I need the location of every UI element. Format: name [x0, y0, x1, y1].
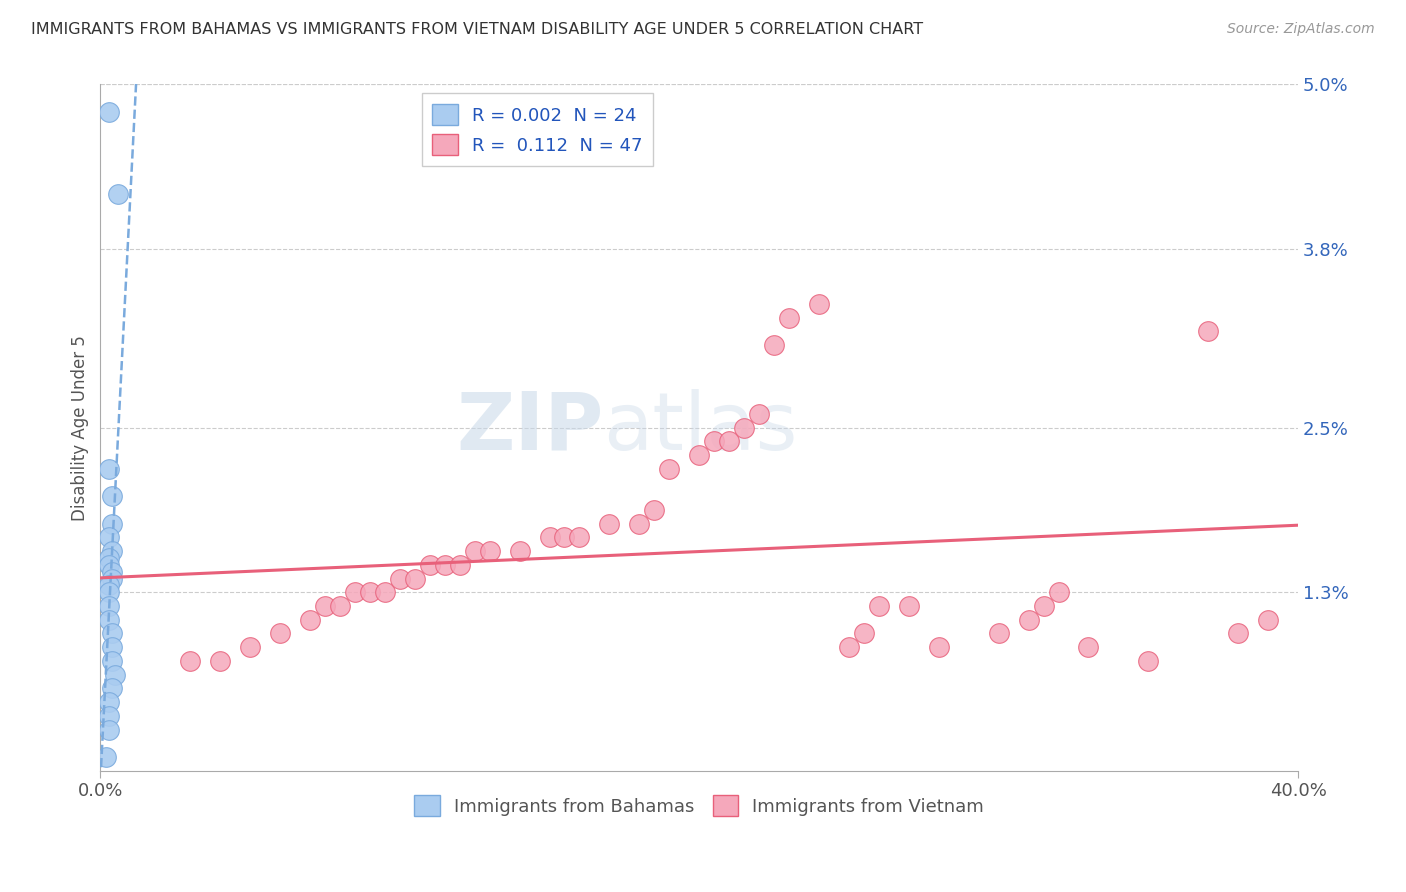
Point	[101, 626, 124, 640]
Point	[404, 572, 426, 586]
Point	[101, 565, 124, 579]
Point	[733, 420, 755, 434]
Point	[98, 551, 121, 566]
Point	[553, 530, 575, 544]
Point	[928, 640, 950, 655]
Point	[388, 572, 411, 586]
Point	[1077, 640, 1099, 655]
Point	[343, 585, 366, 599]
Point	[239, 640, 262, 655]
Point	[101, 516, 124, 531]
Point	[269, 626, 291, 640]
Point	[98, 613, 121, 627]
Y-axis label: Disability Age Under 5: Disability Age Under 5	[72, 334, 89, 521]
Point	[96, 750, 118, 764]
Point	[101, 654, 124, 668]
Point	[359, 585, 381, 599]
Point	[98, 599, 121, 613]
Point	[98, 578, 121, 592]
Point	[598, 516, 620, 531]
Point	[628, 516, 651, 531]
Point	[298, 613, 321, 627]
Point	[703, 434, 725, 449]
Point	[1227, 626, 1250, 640]
Point	[852, 626, 875, 640]
Point	[763, 338, 786, 352]
Point	[98, 708, 121, 723]
Point	[643, 503, 665, 517]
Point	[464, 544, 486, 558]
Point	[209, 654, 232, 668]
Point	[101, 640, 124, 655]
Point	[1257, 613, 1279, 627]
Point	[868, 599, 890, 613]
Point	[1197, 325, 1219, 339]
Point	[1047, 585, 1070, 599]
Text: ZIP: ZIP	[456, 389, 603, 467]
Legend: Immigrants from Bahamas, Immigrants from Vietnam: Immigrants from Bahamas, Immigrants from…	[408, 789, 991, 823]
Point	[478, 544, 501, 558]
Point	[98, 461, 121, 475]
Point	[419, 558, 441, 572]
Point	[98, 723, 121, 737]
Point	[897, 599, 920, 613]
Point	[568, 530, 591, 544]
Point	[718, 434, 741, 449]
Point	[688, 448, 710, 462]
Point	[449, 558, 471, 572]
Point	[98, 558, 121, 572]
Point	[1032, 599, 1054, 613]
Point	[509, 544, 531, 558]
Point	[98, 585, 121, 599]
Point	[838, 640, 860, 655]
Point	[433, 558, 456, 572]
Point	[748, 407, 770, 421]
Point	[101, 489, 124, 503]
Text: IMMIGRANTS FROM BAHAMAS VS IMMIGRANTS FROM VIETNAM DISABILITY AGE UNDER 5 CORREL: IMMIGRANTS FROM BAHAMAS VS IMMIGRANTS FR…	[31, 22, 924, 37]
Point	[658, 461, 681, 475]
Point	[1137, 654, 1160, 668]
Point	[807, 297, 830, 311]
Point	[329, 599, 352, 613]
Point	[101, 681, 124, 696]
Point	[101, 572, 124, 586]
Text: Source: ZipAtlas.com: Source: ZipAtlas.com	[1227, 22, 1375, 37]
Point	[101, 544, 124, 558]
Point	[314, 599, 336, 613]
Point	[104, 667, 127, 681]
Point	[374, 585, 396, 599]
Point	[179, 654, 201, 668]
Point	[98, 104, 121, 119]
Text: atlas: atlas	[603, 389, 797, 467]
Point	[107, 187, 129, 202]
Point	[778, 310, 800, 325]
Point	[538, 530, 561, 544]
Point	[98, 530, 121, 544]
Point	[987, 626, 1010, 640]
Point	[1018, 613, 1040, 627]
Point	[98, 695, 121, 709]
